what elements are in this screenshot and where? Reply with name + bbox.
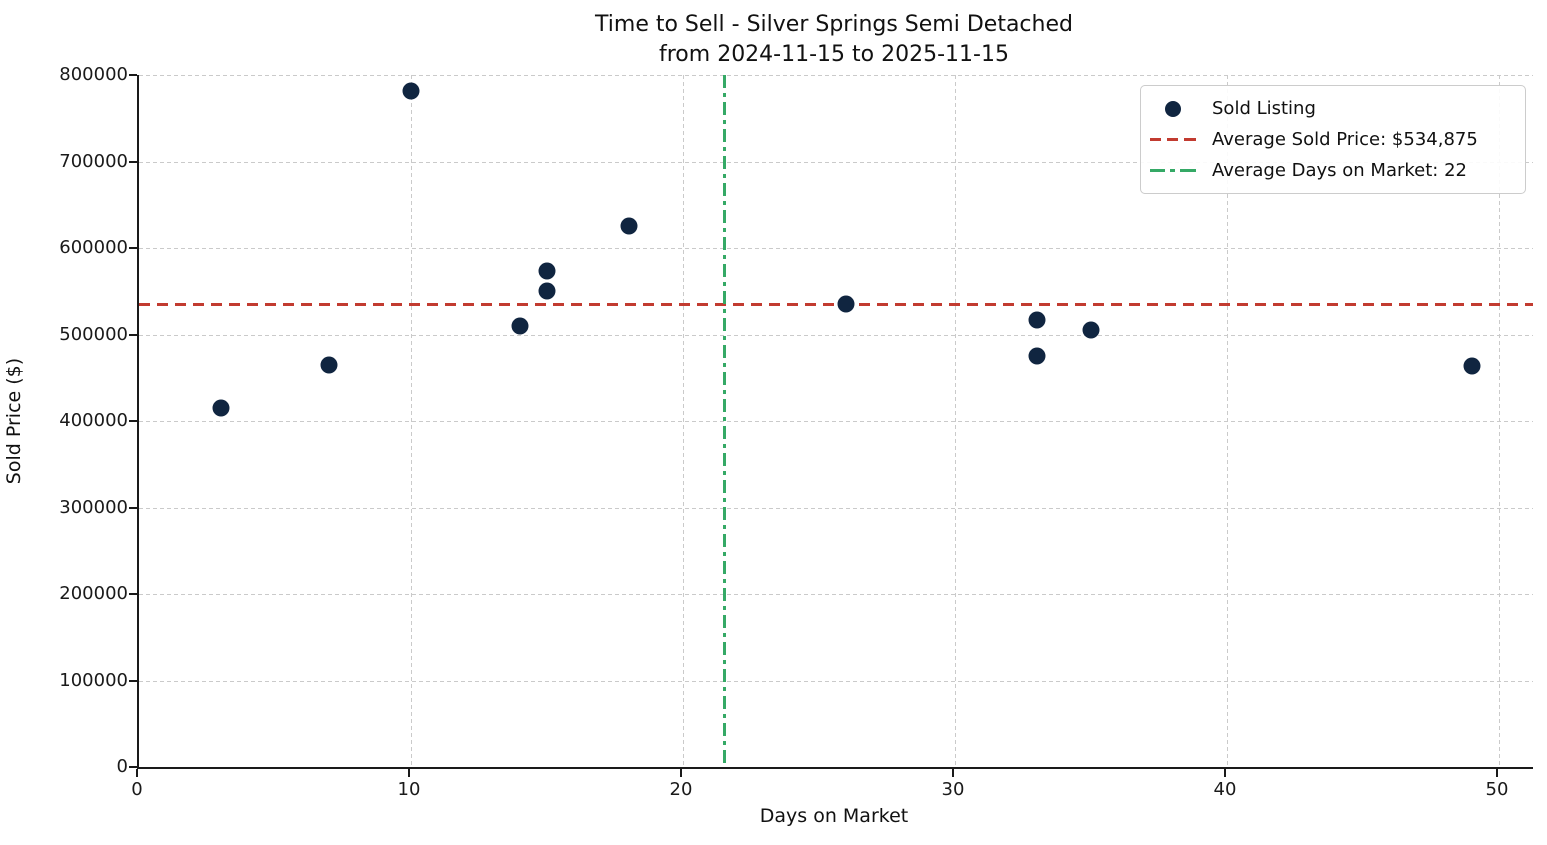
y-tick-mark <box>129 420 137 422</box>
legend: Sold Listing Average Sold Price: $534,87… <box>1140 85 1526 194</box>
dashdot-line-icon <box>1149 169 1197 172</box>
dot-marker-icon <box>1149 100 1197 117</box>
y-axis-label: Sold Price ($) <box>3 357 25 485</box>
horizontal-gridline <box>139 248 1533 249</box>
legend-item-average-days-on-market: Average Days on Market: 22 <box>1149 155 1513 186</box>
chart-title-block: Time to Sell - Silver Springs Semi Detac… <box>137 10 1531 70</box>
y-tick-label: 500000 <box>59 323 128 345</box>
x-tick-label: 50 <box>1485 779 1509 800</box>
scatter-point <box>620 217 638 235</box>
scatter-point <box>1463 357 1481 375</box>
y-tick-mark <box>129 766 137 768</box>
y-tick-label: 800000 <box>59 64 128 85</box>
y-tick-mark <box>129 506 137 509</box>
scatter-point <box>1082 321 1100 339</box>
legend-item-sold-listing: Sold Listing <box>1149 93 1513 124</box>
horizontal-gridline <box>139 334 1533 336</box>
scatter-point <box>837 295 855 313</box>
dashed-line-icon <box>1149 138 1197 141</box>
x-tick-label: 0 <box>131 779 143 800</box>
scatter-point <box>320 356 338 374</box>
horizontal-gridline <box>139 594 1533 595</box>
x-tick-label: 20 <box>669 779 693 800</box>
y-tick-mark <box>129 74 137 76</box>
y-tick-label: 100000 <box>59 669 128 691</box>
scatter-point <box>1028 347 1046 365</box>
horizontal-gridline <box>139 507 1533 509</box>
y-tick-mark <box>129 160 137 163</box>
horizontal-gridline <box>139 680 1533 682</box>
y-tick-label: 600000 <box>59 237 128 258</box>
x-tick-mark <box>136 769 138 777</box>
y-tick-mark <box>129 333 137 336</box>
x-tick-mark <box>1496 769 1498 777</box>
x-tick-label: 10 <box>397 779 421 800</box>
average-days-on-market-line <box>722 75 726 767</box>
x-axis-label: Days on Market <box>759 805 909 827</box>
y-tick-mark <box>129 679 137 682</box>
average-sold-price-line <box>139 303 1533 307</box>
y-tick-label: 0 <box>116 756 128 777</box>
horizontal-gridline <box>139 75 1533 76</box>
legend-item-average-sold-price: Average Sold Price: $534,875 <box>1149 124 1513 155</box>
scatter-point <box>1028 311 1046 329</box>
x-tick-label: 40 <box>1213 779 1237 800</box>
legend-label: Average Days on Market: 22 <box>1212 160 1467 181</box>
scatter-point <box>538 262 556 280</box>
x-tick-mark <box>952 769 954 777</box>
scatter-point <box>402 82 420 100</box>
y-tick-label: 200000 <box>59 583 128 604</box>
y-tick-mark <box>129 593 137 595</box>
y-tick-label: 300000 <box>59 496 128 518</box>
horizontal-gridline <box>139 421 1533 422</box>
scatter-point <box>212 399 230 417</box>
horizontal-gridline <box>139 161 1533 163</box>
scatter-point <box>511 317 529 335</box>
x-tick-label: 30 <box>941 779 965 800</box>
y-tick-mark <box>129 247 137 249</box>
plot-area <box>137 75 1533 769</box>
chart-subtitle: from 2024-11-15 to 2025-11-15 <box>659 42 1009 67</box>
x-tick-mark <box>1224 769 1226 777</box>
y-tick-label: 400000 <box>59 410 128 431</box>
x-tick-mark <box>408 769 410 777</box>
legend-label: Sold Listing <box>1212 98 1316 119</box>
legend-label: Average Sold Price: $534,875 <box>1212 129 1478 150</box>
x-tick-mark <box>680 769 682 777</box>
chart-title: Time to Sell - Silver Springs Semi Detac… <box>595 12 1073 37</box>
scatter-point <box>538 282 556 300</box>
y-tick-label: 700000 <box>59 150 128 172</box>
